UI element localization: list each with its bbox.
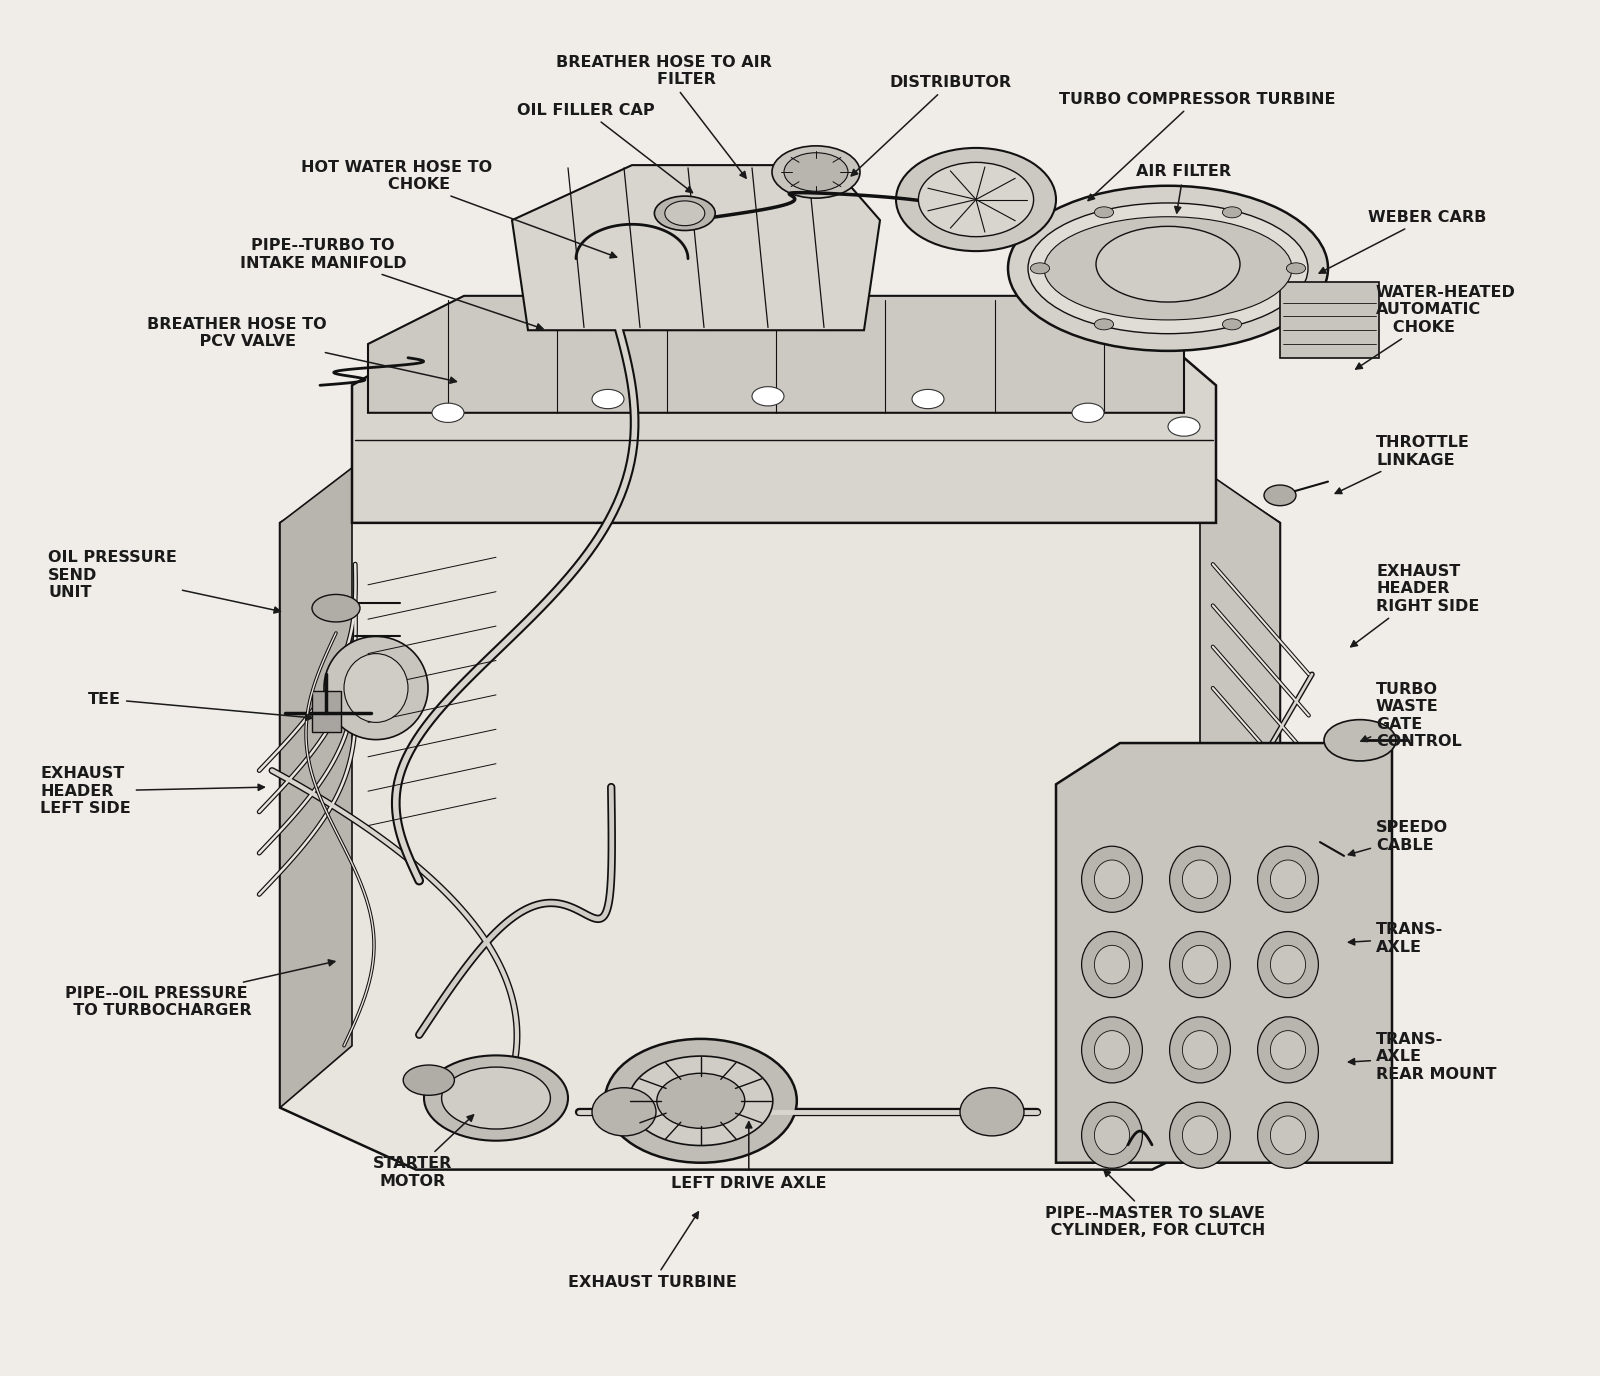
Ellipse shape — [344, 654, 408, 722]
Ellipse shape — [918, 162, 1034, 237]
Ellipse shape — [605, 1039, 797, 1163]
Text: PIPE--TURBO TO
INTAKE MANIFOLD: PIPE--TURBO TO INTAKE MANIFOLD — [240, 238, 542, 330]
Ellipse shape — [629, 1057, 773, 1145]
Bar — [1280, 282, 1379, 358]
Ellipse shape — [656, 1073, 744, 1128]
Ellipse shape — [592, 1087, 656, 1137]
Ellipse shape — [1270, 1031, 1306, 1069]
Polygon shape — [512, 165, 880, 330]
Text: WEBER CARB: WEBER CARB — [1318, 211, 1486, 274]
Ellipse shape — [1082, 846, 1142, 912]
Ellipse shape — [1182, 860, 1218, 899]
Text: EXHAUST TURBINE: EXHAUST TURBINE — [568, 1212, 738, 1289]
Text: BREATHER HOSE TO AIR
        FILTER: BREATHER HOSE TO AIR FILTER — [557, 55, 771, 178]
Polygon shape — [1200, 468, 1280, 1108]
Text: LEFT DRIVE AXLE: LEFT DRIVE AXLE — [670, 1121, 827, 1190]
Text: TEE: TEE — [88, 692, 312, 721]
Ellipse shape — [912, 389, 944, 409]
Polygon shape — [352, 330, 1216, 523]
Text: TURBO
WASTE
GATE
CONTROL: TURBO WASTE GATE CONTROL — [1362, 682, 1462, 749]
Text: DISTRIBUTOR: DISTRIBUTOR — [851, 76, 1011, 176]
Ellipse shape — [896, 149, 1056, 250]
Ellipse shape — [1082, 1102, 1142, 1168]
Ellipse shape — [1170, 1017, 1230, 1083]
Text: OIL FILLER CAP: OIL FILLER CAP — [517, 103, 693, 193]
Text: TRANS-
AXLE
REAR MOUNT: TRANS- AXLE REAR MOUNT — [1349, 1032, 1496, 1082]
Text: SPEEDO
CABLE: SPEEDO CABLE — [1349, 820, 1448, 856]
Ellipse shape — [1325, 720, 1395, 761]
Ellipse shape — [424, 1055, 568, 1141]
Text: OIL PRESSURE
SEND
UNIT: OIL PRESSURE SEND UNIT — [48, 550, 280, 614]
Ellipse shape — [771, 146, 861, 198]
Ellipse shape — [1094, 319, 1114, 330]
Bar — [312, 691, 341, 732]
Ellipse shape — [1094, 945, 1130, 984]
Polygon shape — [368, 296, 1184, 413]
Ellipse shape — [1270, 1116, 1306, 1154]
Ellipse shape — [784, 153, 848, 191]
Ellipse shape — [1270, 945, 1306, 984]
Ellipse shape — [1168, 417, 1200, 436]
Ellipse shape — [1222, 206, 1242, 217]
Text: TRANS-
AXLE: TRANS- AXLE — [1349, 922, 1443, 955]
Ellipse shape — [1027, 204, 1309, 333]
Ellipse shape — [752, 387, 784, 406]
Text: EXHAUST
HEADER
RIGHT SIDE: EXHAUST HEADER RIGHT SIDE — [1350, 564, 1480, 647]
Text: WATER-HEATED
AUTOMATIC
   CHOKE: WATER-HEATED AUTOMATIC CHOKE — [1355, 285, 1515, 369]
Ellipse shape — [1094, 206, 1114, 217]
Ellipse shape — [1258, 1017, 1318, 1083]
Ellipse shape — [1170, 846, 1230, 912]
Ellipse shape — [442, 1068, 550, 1128]
Ellipse shape — [654, 195, 715, 230]
Ellipse shape — [403, 1065, 454, 1095]
Ellipse shape — [1264, 486, 1296, 506]
Ellipse shape — [312, 594, 360, 622]
Ellipse shape — [1043, 217, 1293, 319]
Ellipse shape — [432, 403, 464, 422]
Text: BREATHER HOSE TO
    PCV VALVE: BREATHER HOSE TO PCV VALVE — [147, 316, 456, 384]
Text: THROTTLE
LINKAGE: THROTTLE LINKAGE — [1336, 435, 1470, 494]
Ellipse shape — [1258, 846, 1318, 912]
Polygon shape — [280, 440, 1280, 1170]
Ellipse shape — [1258, 932, 1318, 998]
Text: HOT WATER HOSE TO
        CHOKE: HOT WATER HOSE TO CHOKE — [301, 160, 616, 257]
Ellipse shape — [1094, 1031, 1130, 1069]
Text: PIPE--MASTER TO SLAVE
 CYLINDER, FOR CLUTCH: PIPE--MASTER TO SLAVE CYLINDER, FOR CLUT… — [1045, 1170, 1266, 1238]
Polygon shape — [280, 468, 352, 1108]
Ellipse shape — [1258, 1102, 1318, 1168]
Ellipse shape — [1170, 932, 1230, 998]
Ellipse shape — [1094, 1116, 1130, 1154]
Ellipse shape — [1072, 403, 1104, 422]
Ellipse shape — [1182, 945, 1218, 984]
Ellipse shape — [666, 201, 704, 226]
Ellipse shape — [1286, 263, 1306, 274]
Text: AIR FILTER: AIR FILTER — [1136, 165, 1230, 213]
Ellipse shape — [1082, 1017, 1142, 1083]
Ellipse shape — [1270, 860, 1306, 899]
Ellipse shape — [1170, 1102, 1230, 1168]
Ellipse shape — [592, 389, 624, 409]
Ellipse shape — [1096, 227, 1240, 301]
Ellipse shape — [1182, 1116, 1218, 1154]
Ellipse shape — [1182, 1031, 1218, 1069]
Ellipse shape — [323, 636, 429, 740]
Text: TURBO COMPRESSOR TURBINE: TURBO COMPRESSOR TURBINE — [1059, 92, 1334, 201]
Ellipse shape — [1222, 319, 1242, 330]
Ellipse shape — [1030, 263, 1050, 274]
Ellipse shape — [960, 1087, 1024, 1137]
Text: STARTER
MOTOR: STARTER MOTOR — [373, 1115, 474, 1189]
Polygon shape — [1056, 743, 1392, 1163]
Ellipse shape — [1082, 932, 1142, 998]
Text: PIPE--OIL PRESSURE
  TO TURBOCHARGER: PIPE--OIL PRESSURE TO TURBOCHARGER — [62, 960, 334, 1018]
Ellipse shape — [1008, 186, 1328, 351]
Text: EXHAUST
HEADER
LEFT SIDE: EXHAUST HEADER LEFT SIDE — [40, 766, 264, 816]
Ellipse shape — [1094, 860, 1130, 899]
